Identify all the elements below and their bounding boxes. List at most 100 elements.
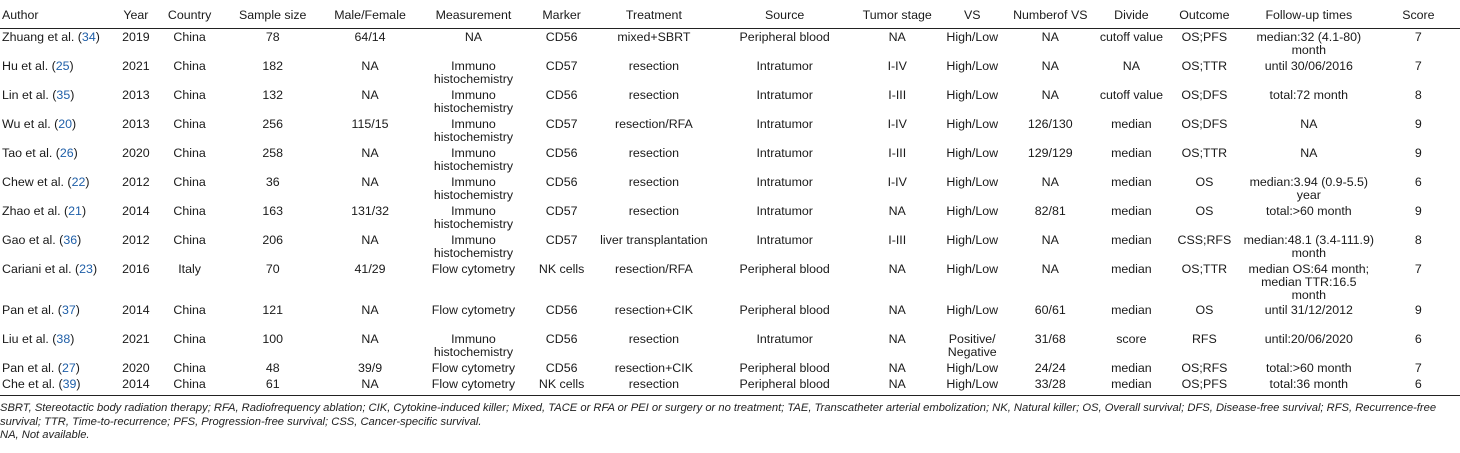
table-cell: 48 <box>265 361 280 375</box>
table-cell: NA <box>361 175 379 189</box>
table-cell: Flow cytometry <box>431 303 516 317</box>
reference-link[interactable]: 36 <box>63 233 78 247</box>
table-cell: 2014 <box>122 303 150 317</box>
table-cell: score <box>1116 332 1147 346</box>
table-cell: I-IV <box>887 117 907 131</box>
table-cell: 61 <box>223 376 323 396</box>
reference-link[interactable]: 34 <box>81 30 96 44</box>
table-cell: I-III <box>888 146 907 160</box>
table-cell: Immuno histochemistry <box>433 146 514 173</box>
table-cell: 7 <box>1414 361 1422 375</box>
table-row: Pan et al. (37) 2014 China 121 NA Flow cytome… <box>0 302 1460 331</box>
table-cell: cutoff value <box>1099 30 1163 44</box>
table-cell: High/Low <box>938 376 1006 396</box>
table-cell: Intratumor <box>756 175 813 189</box>
reference-link[interactable]: 37 <box>61 303 76 317</box>
table-cell: China <box>173 59 206 73</box>
table-cell: Intratumor <box>756 332 813 346</box>
table-cell: until 31/12/2012 <box>1264 303 1353 317</box>
table-cell: total:72 month <box>1269 88 1349 102</box>
table-cell: CD56 <box>545 146 578 160</box>
table-cell: 258 <box>262 146 284 160</box>
table-cell: Intratumor <box>756 146 813 160</box>
column-header: Divide <box>1094 4 1168 29</box>
table-body: Zhuang et al. (34) 2019 China 78 64/14 NA CD56… <box>0 29 1460 396</box>
table-cell: 9 <box>1414 303 1422 317</box>
table-cell: median <box>1111 204 1152 218</box>
table-cell: OS <box>1195 204 1214 218</box>
table-cell: NA <box>888 262 906 276</box>
table-cell: 126/130 <box>1027 117 1073 131</box>
reference-link[interactable]: 26 <box>59 146 74 160</box>
reference-link[interactable]: 39 <box>62 377 77 391</box>
author-name: Wu et al. <box>2 117 51 131</box>
table-cell: 70 <box>265 262 280 276</box>
table-cell: China <box>173 117 206 131</box>
table-cell: Intratumor <box>756 88 813 102</box>
table-cell: total:>60 month <box>1265 361 1352 375</box>
author-cell: Wu et al. (20) <box>2 117 77 131</box>
table-cell: China <box>173 361 206 375</box>
reference-link[interactable]: 23 <box>79 262 93 276</box>
table-cell: OS;DFS <box>1181 88 1228 102</box>
table-cell: Flow cytometry <box>417 376 530 396</box>
table-cell: median <box>1111 262 1152 276</box>
table-cell: CD57 <box>545 59 578 73</box>
table-cell: China <box>173 175 206 189</box>
table-cell: Immuno histochemistry <box>433 59 514 86</box>
table-cell: 2013 <box>122 88 150 102</box>
table-cell: CD56 <box>545 88 578 102</box>
table-cell: NA <box>855 376 939 396</box>
column-header: Male/Female <box>322 4 418 29</box>
reference-link[interactable]: 22 <box>71 175 86 189</box>
author-name: Zhuang et al. <box>2 30 75 44</box>
table-cell: Peripheral blood <box>739 361 830 375</box>
table-cell: China <box>173 233 206 247</box>
table-cell: CD56 <box>545 30 578 44</box>
table-cell: NA <box>1041 59 1059 73</box>
column-header: Outcome <box>1167 4 1241 29</box>
table-cell: 100 <box>262 332 284 346</box>
table-cell: 6 <box>1414 332 1422 346</box>
table-cell: 115/15 <box>351 117 389 131</box>
table-cell: Italy <box>178 262 201 276</box>
table-cell: China <box>173 204 206 218</box>
reference-link[interactable]: 35 <box>56 88 71 102</box>
table-cell: NA <box>1041 30 1059 44</box>
author-cell: Che et al. (39) <box>0 376 116 396</box>
table-row: Zhao et al. (21) 2014 China 163 131/32 Immuno… <box>0 203 1460 232</box>
author-cell: Chew et al. (22) <box>2 175 90 189</box>
author-name: Hu et al. <box>2 59 49 73</box>
reference-link[interactable]: 21 <box>68 204 82 218</box>
table-cell: 7 <box>1414 59 1422 73</box>
table-cell: NA <box>1041 262 1059 276</box>
header-row: Author Year Country Sample size Male/Female M… <box>0 4 1460 29</box>
table-cell: liver transplantation <box>600 233 708 247</box>
reference-link[interactable]: 20 <box>58 117 73 131</box>
table-cell: Intratumor <box>756 204 813 218</box>
table-cell: median <box>1111 117 1152 131</box>
column-header: Year <box>115 4 157 29</box>
table-cell: 163 <box>262 204 284 218</box>
reference-link[interactable]: 38 <box>56 332 71 346</box>
table-cell: median <box>1111 146 1152 160</box>
reference-link[interactable]: 25 <box>55 59 70 73</box>
table-cell: 36 <box>265 175 280 189</box>
table-cell: China <box>173 30 206 44</box>
author-cell: Zhao et al. (21) <box>2 204 87 218</box>
column-header: Tumor stage <box>855 4 939 29</box>
table-cell: 7 <box>1414 30 1422 44</box>
author-cell: Tao et al. (26) <box>2 146 78 160</box>
table-cell: resection/RFA <box>614 262 693 276</box>
author-cell: Hu et al. (25) <box>2 59 74 73</box>
table-cell: OS;DFS <box>1181 117 1228 131</box>
column-header: VS <box>938 4 1006 29</box>
table-cell: NK cells <box>529 376 595 396</box>
reference-link[interactable]: 27 <box>61 361 76 375</box>
table-cell: High/Low <box>946 88 999 102</box>
author-name: Tao et al. <box>2 146 53 160</box>
table-cell: NA <box>361 59 379 73</box>
table-cell: Flow cytometry <box>431 361 516 375</box>
author-name: Chew et al. <box>2 175 64 189</box>
